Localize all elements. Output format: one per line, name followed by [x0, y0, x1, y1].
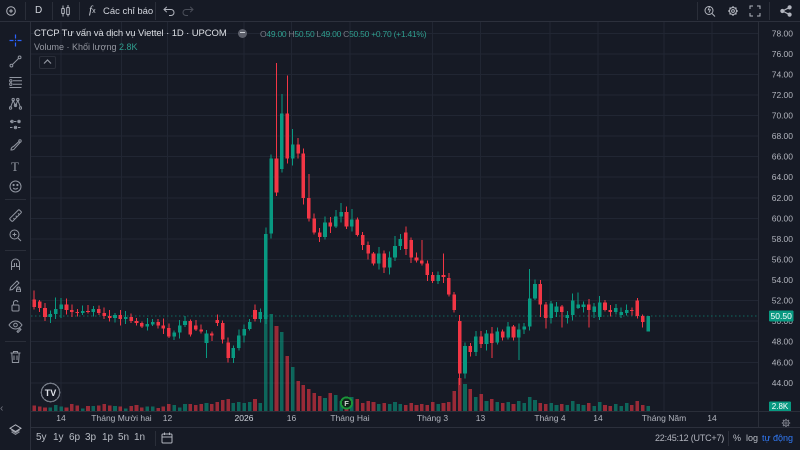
svg-text:2.8K: 2.8K	[772, 402, 789, 411]
svg-text:60.00: 60.00	[772, 213, 794, 223]
svg-text:44.00: 44.00	[772, 378, 794, 388]
svg-text:F: F	[344, 399, 349, 408]
svg-text:66.00: 66.00	[772, 152, 794, 162]
svg-text:68.00: 68.00	[772, 131, 794, 141]
svg-text:14: 14	[707, 413, 717, 423]
svg-text:Tháng 4: Tháng 4	[534, 413, 565, 423]
svg-text:Tháng Năm: Tháng Năm	[642, 413, 686, 423]
svg-text:78.00: 78.00	[772, 28, 794, 38]
svg-text:54.00: 54.00	[772, 275, 794, 285]
svg-text:2026: 2026	[235, 413, 254, 423]
svg-text:56.00: 56.00	[772, 255, 794, 265]
svg-text:76.00: 76.00	[772, 49, 794, 59]
svg-text:64.00: 64.00	[772, 172, 794, 182]
svg-text:14: 14	[56, 413, 66, 423]
svg-text:TV: TV	[45, 388, 57, 398]
svg-text:Tháng Mười hai: Tháng Mười hai	[91, 413, 152, 423]
svg-text:52.00: 52.00	[772, 296, 794, 306]
svg-text:16: 16	[287, 413, 297, 423]
svg-text:12: 12	[163, 413, 173, 423]
svg-text:Tháng 3: Tháng 3	[417, 413, 448, 423]
svg-text:74.00: 74.00	[772, 69, 794, 79]
svg-text:14: 14	[593, 413, 603, 423]
svg-text:46.00: 46.00	[772, 357, 794, 367]
svg-text:72.00: 72.00	[772, 90, 794, 100]
svg-text:50.50: 50.50	[771, 311, 793, 321]
svg-text:13: 13	[476, 413, 486, 423]
svg-text:48.00: 48.00	[772, 337, 794, 347]
svg-text:62.00: 62.00	[772, 193, 794, 203]
svg-text:58.00: 58.00	[772, 234, 794, 244]
svg-text:Tháng Hai: Tháng Hai	[330, 413, 369, 423]
svg-text:70.00: 70.00	[772, 111, 794, 121]
